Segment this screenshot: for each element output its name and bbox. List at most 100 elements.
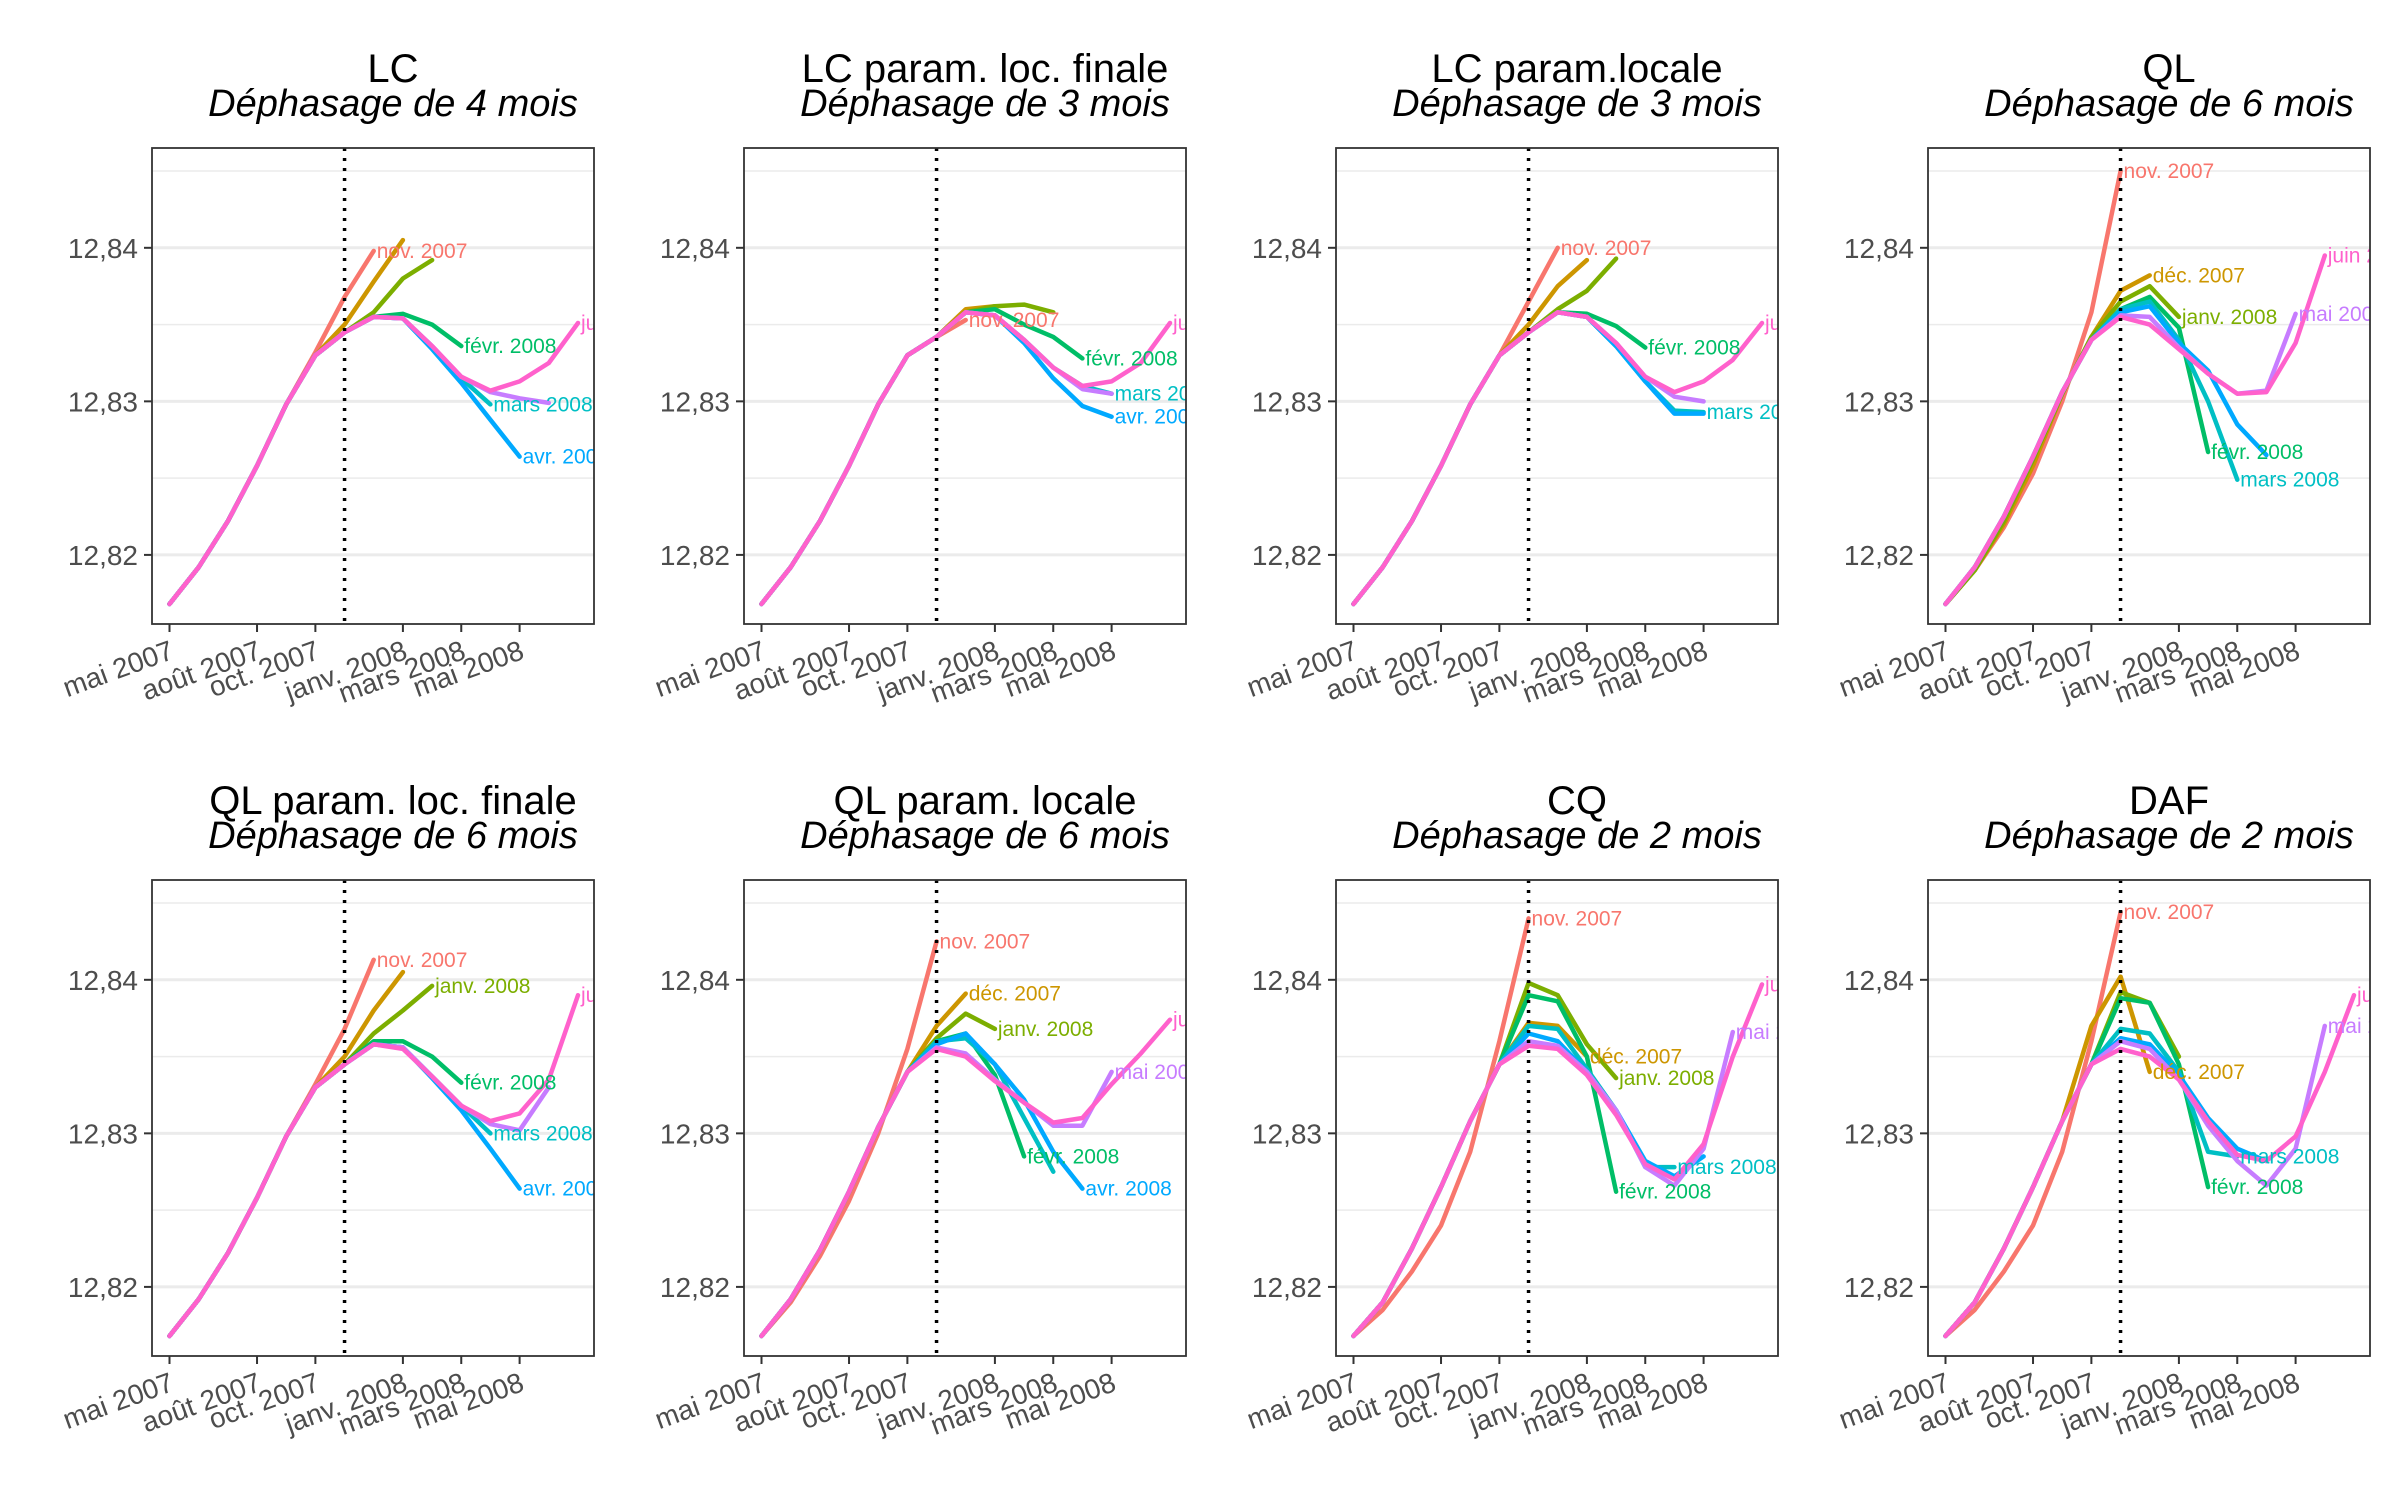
series-label-nov-2007: nov. 2007 (1561, 237, 1652, 260)
series-label-mars-2008: mars 2008 (1707, 401, 1806, 424)
panel-subtitle: Déphasage de 6 mois (208, 815, 578, 857)
x-tick-label: mai 2008 (409, 635, 528, 704)
y-tick-label: 12,82 (660, 540, 730, 571)
series-label-avr-2008: avr. 2008 (523, 446, 609, 469)
x-tick-label: mai 2008 (1593, 1367, 1712, 1436)
panel-subtitle: Déphasage de 6 mois (1984, 83, 2354, 125)
panel-subtitle: Déphasage de 3 mois (1392, 83, 1762, 125)
y-tick-label: 12,84 (660, 233, 730, 264)
y-tick-label: 12,84 (1844, 233, 1914, 264)
series-line-juin-2008 (167, 314, 581, 607)
series-label-juin-2008: juin 2008 (2327, 244, 2400, 267)
series-line-juin-2008 (1943, 253, 2328, 607)
series-line-juin-2008 (759, 1017, 1173, 1339)
y-tick-label: 12,83 (1252, 386, 1322, 417)
series-label-nov-2007: nov. 2007 (969, 309, 1060, 332)
panel-border (743, 147, 1187, 625)
series-line-nov-2007 (1351, 916, 1531, 1339)
y-tick-label: 12,83 (660, 386, 730, 417)
y-tick-label: 12,84 (1844, 965, 1914, 996)
series-line-juin-2008 (1351, 982, 1765, 1339)
series-line-dec-2007 (167, 237, 406, 607)
series-label-nov-2007: nov. 2007 (2124, 901, 2215, 924)
panel-title: LC (367, 47, 418, 91)
series-label-mars-2008: mars 2008 (2240, 469, 2339, 492)
series-label-avr-2008: avr. 2008 (1085, 1178, 1171, 1201)
y-tick-label: 12,84 (68, 965, 138, 996)
series-label-juin-2008: juin 2008 (1172, 312, 1258, 335)
series-label-fevr-2008: févr. 2008 (464, 335, 556, 358)
x-tick-label: mai 2008 (2185, 635, 2304, 704)
panel-border (1335, 147, 1779, 625)
panel-border (1335, 879, 1779, 1357)
panel-border (1927, 879, 2371, 1357)
series-label-juin-2008: juin 2008 (580, 312, 666, 335)
series-line-dec-2007 (167, 969, 406, 1339)
y-tick-label: 12,82 (660, 1272, 730, 1303)
y-tick-label: 12,84 (660, 965, 730, 996)
y-tick-label: 12,84 (1252, 965, 1322, 996)
series-label-mai-2008: mai 2008 (2328, 1015, 2400, 1038)
series-label-mars-2008: mars 2008 (493, 393, 592, 416)
y-tick-label: 12,83 (68, 386, 138, 417)
series-line-janv-2008 (759, 302, 1056, 607)
series-label-nov-2007: nov. 2007 (1532, 907, 1623, 930)
panel-title: QL param. loc. finale (209, 779, 577, 823)
y-tick-label: 12,82 (68, 1272, 138, 1303)
series-label-juin-2008: juin 2008 (580, 984, 666, 1007)
series-label-juin-2008: juin 2008 (2356, 984, 2400, 1007)
series-line-nov-2007 (1943, 168, 2123, 607)
panel-title: LC param. loc. finale (802, 47, 1169, 91)
series-label-fevr-2008: févr. 2008 (1027, 1145, 1119, 1168)
series-label-fevr-2008: févr. 2008 (1619, 1181, 1711, 1204)
panel-title: QL (2142, 47, 2195, 91)
series-label-janv-2008: janv. 2008 (1618, 1067, 1714, 1090)
series-label-mai-2008: mai 2008 (1736, 1021, 1822, 1044)
series-label-nov-2007: nov. 2007 (940, 930, 1031, 953)
series-label-juin-2008: juin 2008 (1172, 1009, 1258, 1032)
panel-title: CQ (1547, 779, 1607, 823)
panel-border (743, 879, 1187, 1357)
y-tick-label: 12,84 (1252, 233, 1322, 264)
series-label-janv-2008: janv. 2008 (434, 975, 530, 998)
series-label-mars-2008: mars 2008 (1677, 1156, 1776, 1179)
panel-title: DAF (2129, 779, 2209, 823)
series-label-juin-2008: juin 2008 (1764, 312, 1850, 335)
panel-subtitle: Déphasage de 6 mois (800, 815, 1170, 857)
series-label-nov-2007: nov. 2007 (377, 240, 468, 263)
series-label-mars-2008: mars 2008 (493, 1122, 592, 1145)
series-label-mai-2008: mai 2008 (1115, 1061, 1201, 1084)
series-label-dec-2007: déc. 2007 (1590, 1046, 1682, 1069)
y-tick-label: 12,82 (1844, 1272, 1914, 1303)
series-label-dec-2007: déc. 2007 (2153, 264, 2245, 287)
x-tick-label: mai 2008 (1001, 1367, 1120, 1436)
series-line-juin-2008 (167, 992, 581, 1339)
series-line-mai-2008 (167, 314, 552, 607)
panel-subtitle: Déphasage de 3 mois (800, 83, 1170, 125)
series-line-fevr-2008 (759, 1031, 1027, 1339)
series-line-avr-2008 (759, 1031, 1085, 1339)
series-label-avr-2008: avr. 2008 (523, 1178, 609, 1201)
series-line-nov-2007 (1943, 909, 2123, 1339)
series-line-nov-2007 (167, 248, 376, 607)
series-label-mai-2008: mai 2008 (2299, 303, 2385, 326)
y-tick-label: 12,83 (660, 1118, 730, 1149)
series-label-mars-2008: mars 2008 (2240, 1145, 2339, 1168)
series-label-janv-2008: janv. 2008 (997, 1018, 1093, 1041)
series-label-fevr-2008: févr. 2008 (1648, 337, 1740, 360)
panel-border (151, 147, 595, 625)
series-line-nov-2007 (167, 957, 376, 1339)
x-tick-label: mai 2008 (409, 1367, 528, 1436)
x-tick-label: mai 2008 (1001, 635, 1120, 704)
series-line-juin-2008 (1351, 310, 1765, 607)
series-label-fevr-2008: févr. 2008 (1085, 347, 1177, 370)
series-line-nov-2007 (759, 939, 939, 1339)
series-label-dec-2007: déc. 2007 (969, 983, 1061, 1006)
